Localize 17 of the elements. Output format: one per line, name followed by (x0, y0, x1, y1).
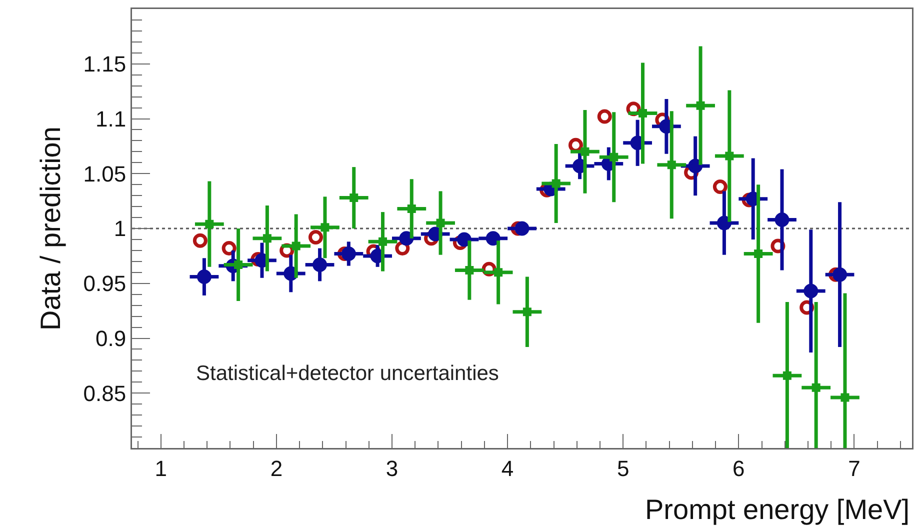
x-tick-label: 5 (616, 456, 630, 481)
x-axis-title: Prompt energy [MeV] (645, 494, 910, 525)
y-tick-label: 1 (114, 216, 126, 242)
y-tick-label: 1.15 (83, 52, 126, 77)
x-tick-label: 2 (270, 456, 283, 481)
x-tick-label: 3 (386, 456, 398, 481)
x-tick-label: 4 (501, 456, 514, 481)
x-tick-label: 7 (848, 456, 860, 481)
y-tick-label: 0.85 (83, 380, 126, 406)
y-tick-label: 1.1 (96, 106, 126, 132)
y-tick-label: 0.95 (83, 271, 126, 296)
y-axis-title: Data / prediction (35, 126, 66, 330)
y-tick-label: 0.9 (96, 326, 126, 351)
x-tick-label: 1 (154, 456, 168, 481)
y-tick-label: 1.05 (83, 161, 126, 186)
annotation: Statistical+detector uncertainties (196, 362, 499, 385)
x-tick-label: 6 (732, 456, 745, 481)
